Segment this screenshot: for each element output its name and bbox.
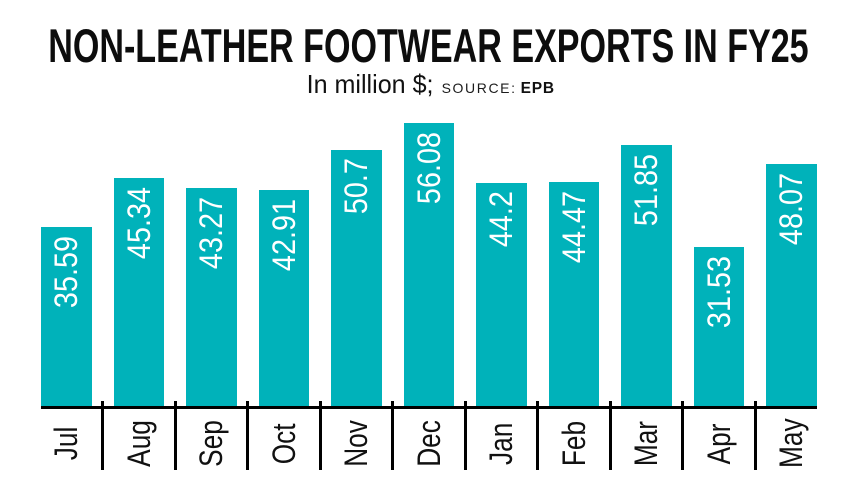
x-axis-label-text: May xyxy=(773,418,810,469)
x-axis-label-sep: Sep xyxy=(186,415,237,472)
x-axis-tick xyxy=(681,401,684,470)
x-axis-label-aug: Aug xyxy=(114,415,165,472)
x-axis-line xyxy=(41,406,817,409)
x-axis-label-jul: Jul xyxy=(41,415,92,472)
bar-aug[interactable]: 45.34 xyxy=(113,177,164,409)
x-axis-tick xyxy=(173,401,177,470)
x-axis-tick xyxy=(246,401,249,470)
x-axis-label-text: Oct xyxy=(265,423,302,464)
x-axis-label-dec: Dec xyxy=(404,415,455,472)
x-axis-label-oct: Oct xyxy=(259,415,310,472)
x-axis-label-text: Nov xyxy=(338,420,375,467)
x-axis-tick xyxy=(463,401,467,470)
x-axis-label-text: Mar xyxy=(628,420,665,467)
bar-mar[interactable]: 51.85 xyxy=(621,144,672,409)
bar-dec[interactable]: 56.08 xyxy=(403,123,454,409)
unit-label: In million $; xyxy=(306,69,434,99)
bar-value-label: 44.2 xyxy=(483,191,520,248)
bar-value-label: 35.59 xyxy=(48,235,85,308)
bar-value-label: 51.85 xyxy=(628,153,665,226)
bar-value-label: 56.08 xyxy=(410,132,447,205)
bar-jan[interactable]: 44.2 xyxy=(476,183,527,409)
x-axis-tick xyxy=(318,401,322,470)
bar-value-label: 45.34 xyxy=(120,186,157,259)
x-axis-label-may: May xyxy=(766,415,817,472)
x-axis-label-text: Jul xyxy=(48,426,85,461)
bar-jul[interactable]: 35.59 xyxy=(41,226,92,409)
x-axis-tick xyxy=(753,401,757,470)
bar-value-label: 50.7 xyxy=(338,158,375,215)
chart-title-row: NON-LEATHER FOOTWEAR EXPORTS IN FY25 xyxy=(0,22,857,69)
x-axis-label-nov: Nov xyxy=(331,415,382,472)
bar-value-label: 48.07 xyxy=(773,172,810,245)
x-axis-tick xyxy=(608,401,612,470)
x-axis-label-apr: Apr xyxy=(694,415,745,472)
x-axis-label-text: Apr xyxy=(700,423,737,464)
bar-may[interactable]: 48.07 xyxy=(766,163,817,409)
x-axis-tick xyxy=(391,401,394,470)
x-axis-tick xyxy=(536,401,539,470)
x-axis-label-text: Feb xyxy=(555,420,592,467)
bar-feb[interactable]: 44.47 xyxy=(548,181,599,409)
x-axis-tick xyxy=(101,401,104,470)
bar-value-label: 43.27 xyxy=(193,196,230,270)
x-axis-label-jan: Jan xyxy=(476,415,527,472)
x-axis-label-feb: Feb xyxy=(549,415,600,472)
x-axis-label-text: Dec xyxy=(410,420,447,467)
chart-subtitle: In million $; SOURCE: EPB xyxy=(0,69,857,99)
bar-nov[interactable]: 50.7 xyxy=(331,150,382,409)
x-axis-label-text: Sep xyxy=(193,420,230,467)
x-axis-label-text: Aug xyxy=(120,420,157,467)
source-label: SOURCE: xyxy=(441,80,517,96)
chart-title: NON-LEATHER FOOTWEAR EXPORTS IN FY25 xyxy=(48,18,809,72)
bar-apr[interactable]: 31.53 xyxy=(693,247,744,409)
x-axis-label-mar: Mar xyxy=(621,415,672,472)
x-axis-label-text: Jan xyxy=(483,422,520,465)
bar-value-label: 44.47 xyxy=(555,190,592,263)
bar-sep[interactable]: 43.27 xyxy=(186,187,237,409)
bar-value-label: 42.91 xyxy=(265,198,302,271)
bar-oct[interactable]: 42.91 xyxy=(258,189,309,409)
source-value: EPB xyxy=(520,80,555,97)
bar-value-label: 31.53 xyxy=(700,256,737,329)
